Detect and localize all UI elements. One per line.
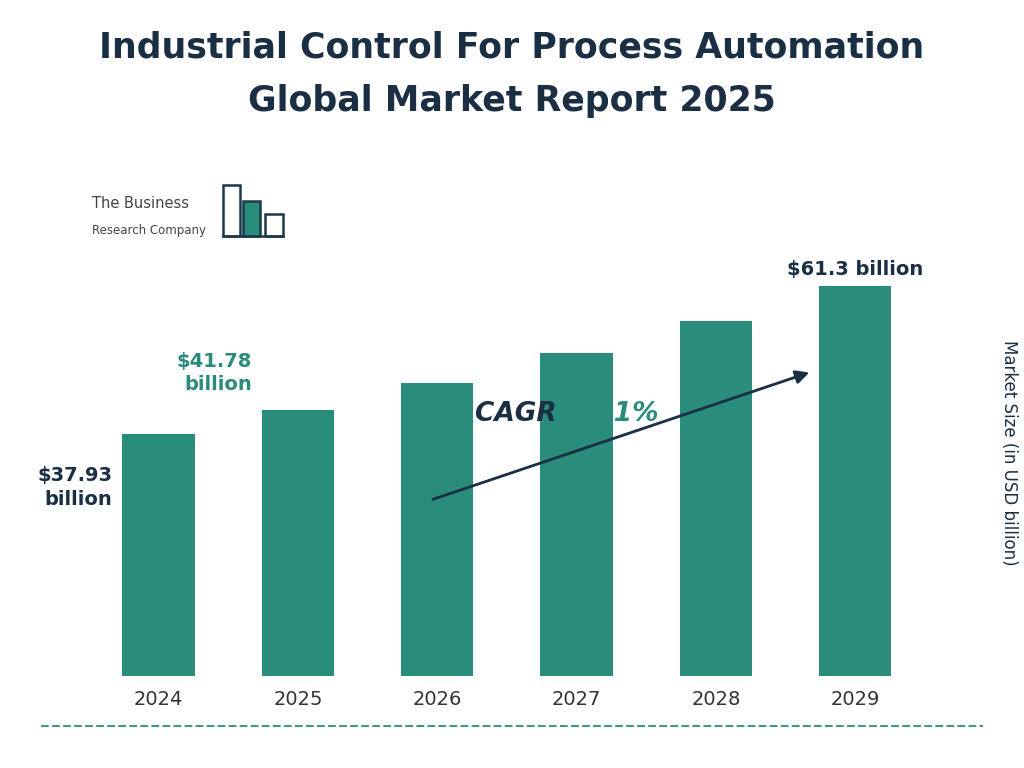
- Text: CAGR: CAGR: [475, 401, 565, 426]
- Bar: [223, 185, 240, 236]
- Bar: [680, 321, 752, 676]
- Text: $61.3 billion: $61.3 billion: [787, 260, 924, 280]
- Text: Global Market Report 2025: Global Market Report 2025: [248, 84, 776, 118]
- Bar: [265, 214, 284, 236]
- Bar: [401, 383, 473, 676]
- Bar: [122, 435, 195, 676]
- Text: Industrial Control For Process Automation: Industrial Control For Process Automatio…: [99, 31, 925, 65]
- Text: $41.78
billion: $41.78 billion: [176, 352, 252, 394]
- Text: 10.1%: 10.1%: [568, 401, 659, 426]
- Bar: [819, 286, 892, 676]
- Text: Research Company: Research Company: [92, 224, 206, 237]
- Text: The Business: The Business: [92, 196, 189, 211]
- Bar: [244, 201, 260, 236]
- Bar: [541, 353, 612, 676]
- Text: $37.93
billion: $37.93 billion: [38, 466, 113, 509]
- Text: Market Size (in USD billion): Market Size (in USD billion): [999, 340, 1018, 566]
- Bar: [262, 410, 334, 676]
